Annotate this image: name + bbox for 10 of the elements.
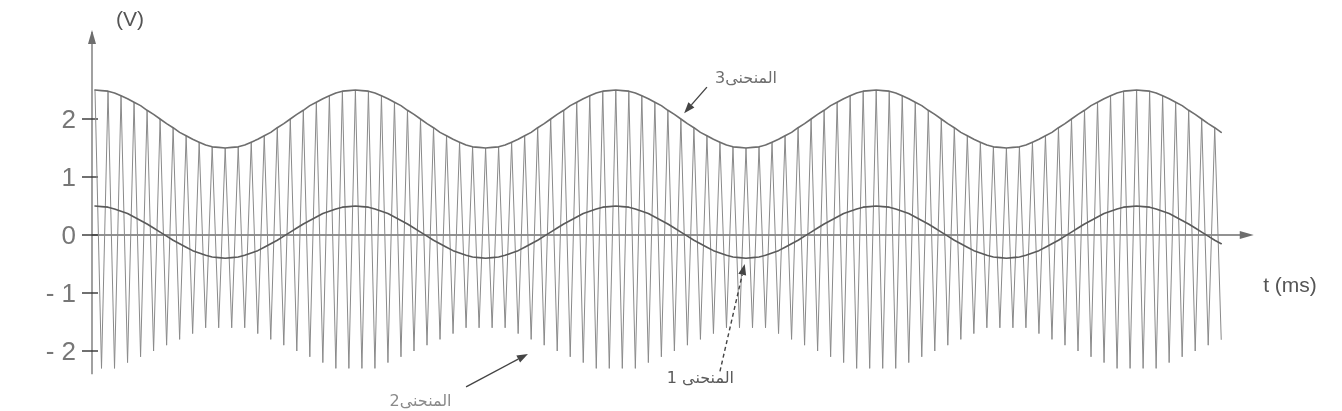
text: المنحنى 1 — [666, 368, 735, 388]
y-tick-label: - 1 — [45, 278, 76, 308]
y-axis-title: (V) — [116, 7, 144, 30]
y-tick-label: - 2 — [45, 336, 76, 366]
y-tick-label: 2 — [61, 104, 76, 134]
x-axis-title: t (ms) — [1263, 273, 1317, 296]
text: المنحنى3 — [714, 68, 778, 88]
y-tick-label: 1 — [61, 162, 76, 192]
series-label: المنحنى2 — [389, 390, 452, 410]
y-tick-label: 0 — [61, 220, 76, 250]
